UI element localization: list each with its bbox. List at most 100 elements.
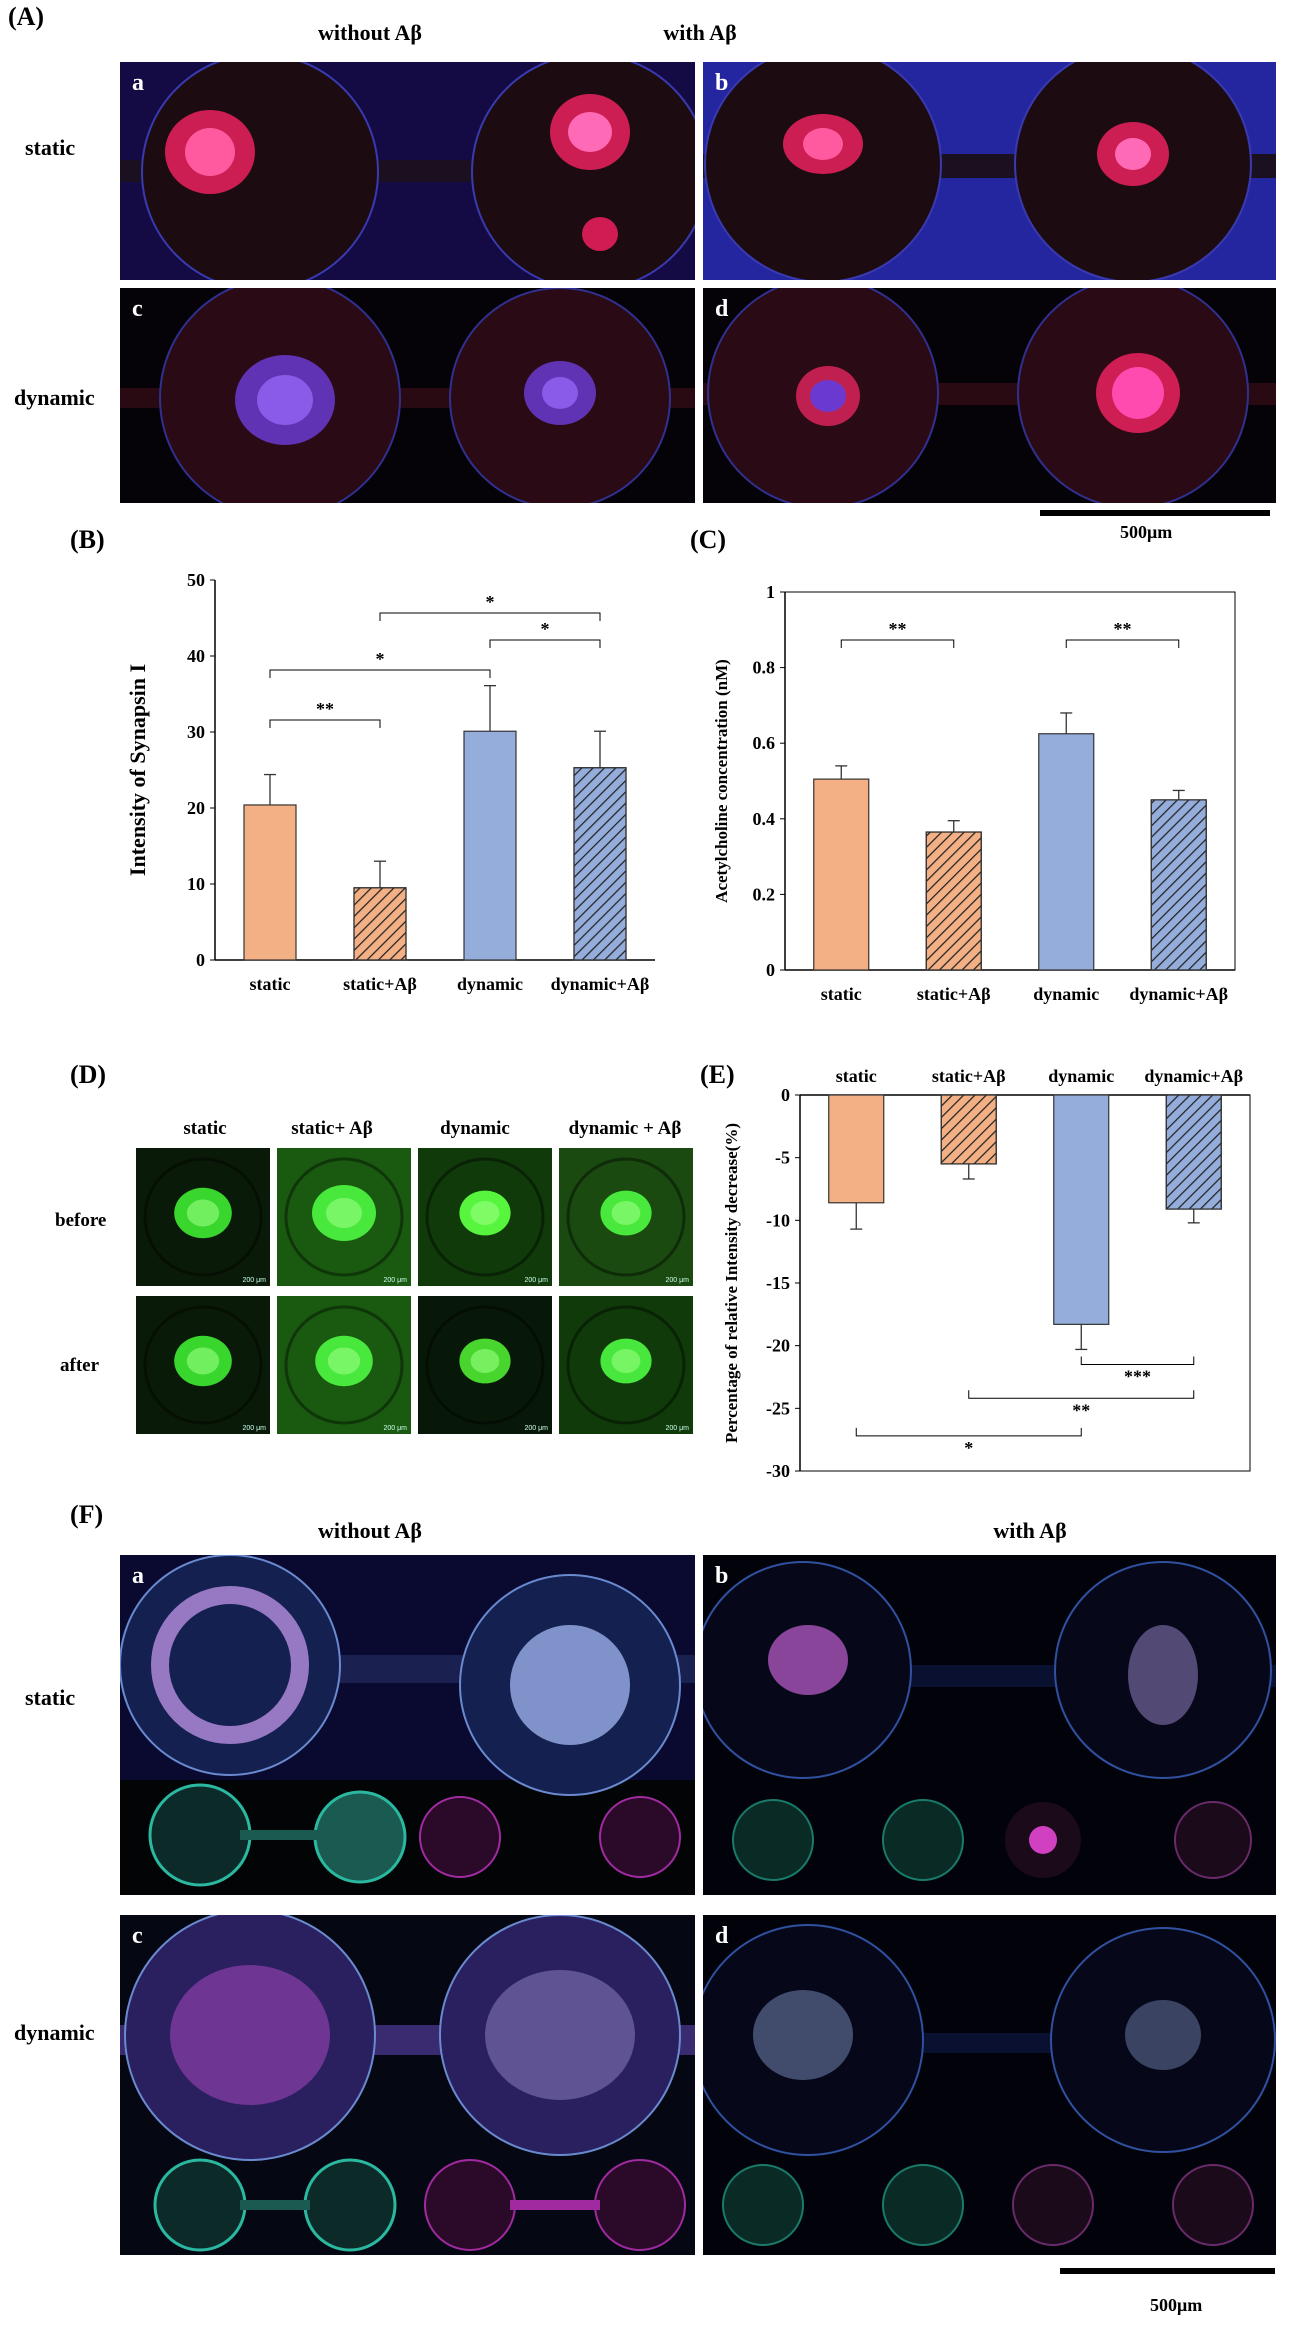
y-tick-label: 10 — [187, 874, 205, 894]
fluorescence-image: 200 μm — [559, 1296, 693, 1434]
panel-d-header-2: dynamic — [440, 1118, 510, 1139]
panel-a-header-with: with Aβ — [663, 20, 737, 45]
bar — [828, 1094, 885, 1204]
panel-d-label: (D) — [70, 1060, 107, 1089]
significance-bracket — [489, 639, 601, 648]
y-tick-label: -25 — [766, 1398, 790, 1418]
y-tick-label: -30 — [766, 1461, 790, 1481]
y-axis-label: Acetylcholine concentration (nM) — [712, 659, 731, 903]
fluorescence-image: 200 μm — [277, 1296, 411, 1434]
significance-label: * — [964, 1438, 973, 1458]
micrograph-c-dynamic-control: c — [120, 288, 695, 503]
bar — [1053, 1094, 1110, 1325]
significance-bracket — [269, 669, 491, 678]
significance-label: *** — [1124, 1366, 1151, 1386]
sublabel-a: a — [132, 70, 144, 96]
sublabel-f-b: b — [715, 1563, 729, 1589]
significance-bracket — [1080, 1356, 1195, 1365]
panel-d-row-before: before — [55, 1210, 107, 1231]
category-label: static+Aβ — [917, 984, 991, 1004]
significance-label: ** — [1072, 1400, 1090, 1420]
y-tick-label: 1 — [766, 582, 775, 602]
sublabel-c: c — [132, 296, 143, 322]
y-tick-label: 20 — [187, 798, 205, 818]
panel-f-header-with: with Aβ — [993, 1518, 1067, 1543]
scale-label-small: 200 μm — [242, 1277, 267, 1284]
chart-c: 0 0.2 0.4 0.6 0.8 1 static static+Aβ dynamic dyna… — [712, 582, 1236, 1004]
y-tick-label: 50 — [187, 570, 205, 590]
significance-bracket — [269, 719, 381, 728]
panel-f-header-without: without Aβ — [318, 1518, 422, 1543]
scale-label-small: 200 μm — [524, 1277, 549, 1284]
category-label: dynamic+Aβ — [551, 974, 650, 994]
category-label: static — [836, 1066, 877, 1086]
panel-d-header-0: static — [183, 1118, 227, 1139]
panel-d-image-grid: 200 μm 200 μm 200 μm 200 μm 200 μm 200 μm 200 … — [136, 1148, 696, 1438]
fluorescence-image: 200 μm — [277, 1148, 411, 1286]
significance-label: * — [486, 592, 495, 612]
sublabel-d: d — [715, 296, 729, 322]
scale-label-small: 200 μm — [665, 1425, 690, 1432]
category-label: dynamic+Aβ — [1144, 1066, 1243, 1086]
significance-bracket — [379, 612, 601, 621]
category-label: dynamic+Aβ — [1129, 984, 1228, 1004]
category-label: static — [250, 974, 291, 994]
panel-d-row-after: after — [60, 1355, 100, 1376]
y-tick-label: -15 — [766, 1273, 790, 1293]
panel-f-label: (F) — [70, 1500, 104, 1529]
fluorescence-image: 200 μm — [136, 1148, 270, 1286]
significance-label: ** — [1114, 619, 1132, 639]
bar-hatch — [353, 887, 407, 961]
y-tick-label: 0.8 — [753, 658, 776, 678]
y-tick-label: 0.6 — [753, 733, 776, 753]
chart-e: 0 -5 -10 -15 -20 -25 -30 static static+Aβ dynamic… — [722, 1066, 1251, 1481]
significance-label: ** — [316, 699, 334, 719]
category-label: dynamic — [457, 974, 523, 994]
fluorescence-image: 200 μm — [136, 1296, 270, 1434]
y-tick-label: 0 — [781, 1085, 790, 1105]
scale-label-small: 200 μm — [524, 1425, 549, 1432]
bar-hatch — [925, 831, 982, 971]
panel-a-label: (A) — [8, 2, 45, 31]
fluorescence-image: 200 μm — [418, 1148, 552, 1286]
bar — [243, 804, 297, 961]
category-label: static+Aβ — [343, 974, 417, 994]
y-tick-label: 0.2 — [753, 884, 776, 904]
bar-hatch — [1150, 799, 1207, 971]
scale-label-small: 200 μm — [383, 1277, 408, 1284]
micrograph-f-d: d — [703, 1915, 1276, 2255]
significance-label: ** — [889, 619, 907, 639]
category-label: dynamic — [1033, 984, 1099, 1004]
significance-bracket — [1065, 639, 1180, 648]
significance-label: * — [541, 619, 550, 639]
significance-bracket — [855, 1427, 1082, 1437]
chart-b: 0 10 20 30 40 50 static static+Aβ dynamic dynamic… — [125, 570, 655, 994]
y-tick-label: 30 — [187, 722, 205, 742]
y-tick-label: 0 — [196, 950, 205, 970]
micrograph-f-c: c — [120, 1915, 695, 2255]
bar — [1038, 733, 1095, 971]
y-tick-label: 40 — [187, 646, 205, 666]
bar-hatch — [940, 1094, 997, 1165]
bar-hatch — [573, 767, 627, 961]
scale-label-small: 200 μm — [242, 1425, 267, 1432]
micrograph-f-b: b — [703, 1555, 1276, 1895]
sublabel-f-a: a — [132, 1563, 144, 1589]
panel-f-scalebar — [1060, 2268, 1275, 2274]
panel-e-label: (E) — [700, 1060, 735, 1089]
sublabel-f-c: c — [132, 1923, 143, 1949]
significance-bracket — [968, 1390, 1195, 1399]
sublabel-b: b — [715, 70, 729, 96]
panel-a-row-dynamic: dynamic — [14, 385, 95, 410]
panel-b-label: (B) — [70, 525, 105, 554]
micrograph-a-static-control: a — [120, 62, 695, 280]
scale-label-small: 200 μm — [383, 1425, 408, 1432]
panel-a-scalebar — [1040, 510, 1270, 516]
panel-a-header-without: without Aβ — [318, 20, 422, 45]
y-tick-label: -20 — [766, 1336, 790, 1356]
y-tick-label: 0.4 — [753, 809, 776, 829]
category-label: static+Aβ — [932, 1066, 1006, 1086]
panel-d-header-1: static+ Aβ — [291, 1118, 373, 1139]
micrograph-d-dynamic-abeta: d — [703, 288, 1276, 503]
panel-f-row-static: static — [25, 1685, 76, 1710]
